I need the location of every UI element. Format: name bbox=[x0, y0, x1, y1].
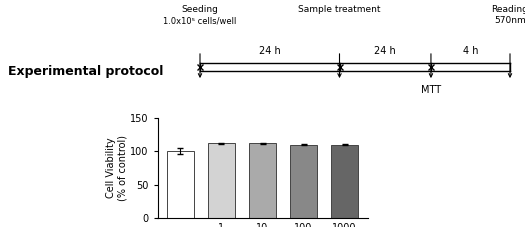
Text: Experimental protocol: Experimental protocol bbox=[8, 66, 163, 79]
Bar bbox=[167, 151, 194, 218]
Text: Reading: Reading bbox=[491, 5, 525, 14]
Text: MTT: MTT bbox=[421, 85, 441, 95]
Bar bbox=[290, 145, 317, 218]
Text: Sample treatment: Sample treatment bbox=[298, 5, 381, 14]
Bar bbox=[208, 143, 235, 218]
Bar bbox=[331, 145, 358, 218]
Text: Seeding: Seeding bbox=[182, 5, 218, 14]
Text: 1.0x10⁵ cells/well: 1.0x10⁵ cells/well bbox=[163, 16, 237, 25]
Text: 24 h: 24 h bbox=[259, 46, 281, 56]
Y-axis label: Cell Viability
(% of control): Cell Viability (% of control) bbox=[106, 135, 127, 201]
Text: 24 h: 24 h bbox=[374, 46, 396, 56]
Text: 4 h: 4 h bbox=[463, 46, 478, 56]
Bar bbox=[249, 143, 276, 218]
Text: 570nm: 570nm bbox=[494, 16, 525, 25]
